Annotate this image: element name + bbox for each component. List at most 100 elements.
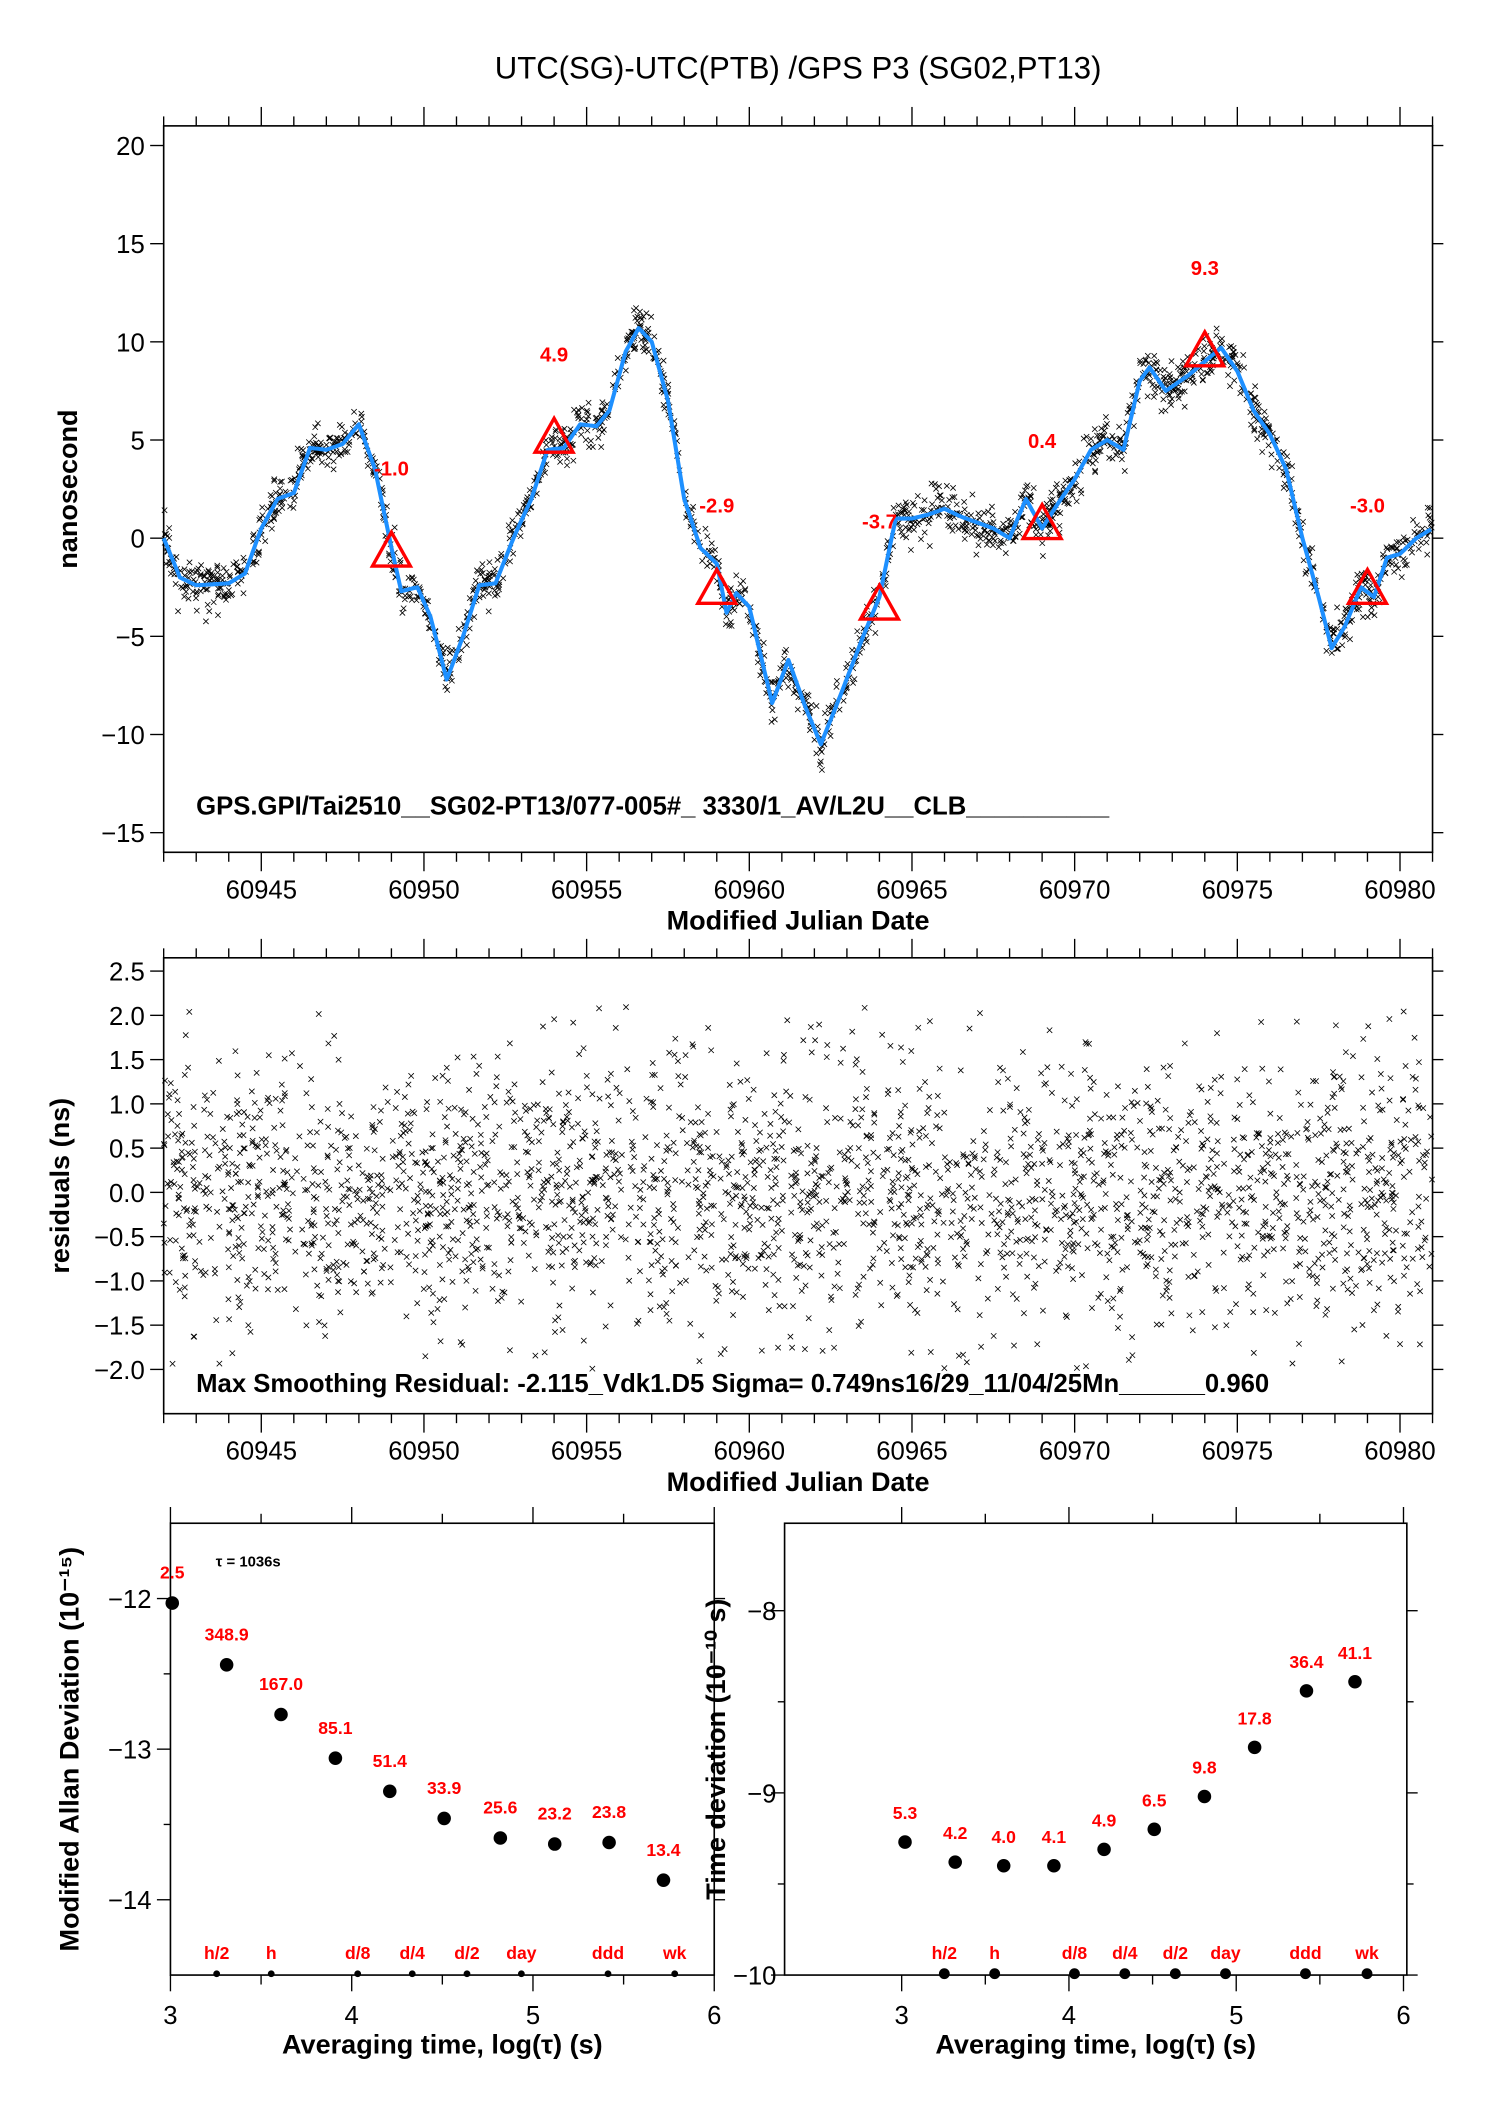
residual-point [1175,1133,1182,1140]
point-label: 36.4 [1289,1652,1323,1672]
residual-point [770,1197,777,1204]
residual-point [293,1168,300,1175]
residual-point [437,1338,444,1345]
residual-point [1002,1159,1009,1166]
residual-point [1214,1213,1221,1220]
measurement-point [742,586,749,593]
residual-point [1101,1140,1108,1146]
residual-point [915,1024,922,1031]
residual-point [1075,1241,1082,1248]
measurement-point [203,586,210,593]
residual-point [449,1236,456,1243]
residual-point [328,1142,335,1149]
residual-point [483,1206,490,1213]
residual-point [1063,1314,1070,1321]
residual-point [477,1131,484,1138]
residual-point [190,1176,197,1183]
residual-point [615,1117,622,1124]
residual-point [917,1192,924,1199]
measurement-point [1160,396,1167,403]
residual-point [379,1191,386,1198]
residual-point [1397,1160,1404,1167]
residual-point [1349,1176,1356,1183]
residual-point [713,1297,720,1304]
residual-point [477,1256,484,1263]
residual-point [708,1231,715,1238]
measurement-point [517,533,524,540]
residual-point [455,1237,462,1244]
residual-point [609,1226,616,1233]
measurement-point [553,453,560,460]
residual-point [534,1101,541,1108]
residual-point [445,1105,452,1112]
measurement-point [227,574,234,581]
residual-point [562,1102,569,1109]
measurement-point [727,619,734,626]
residual-point [226,1316,233,1323]
measurement-point [943,482,950,489]
residual-point [325,1276,332,1283]
residual-point [508,1144,515,1151]
residual-point [558,1262,565,1269]
residual-point [378,1235,385,1242]
residual-point [780,1157,787,1164]
residual-point [432,1205,439,1212]
residual-point [1418,1218,1425,1225]
residual-point [434,1305,441,1312]
point-label: 17.8 [1238,1708,1272,1728]
point-label: 85.1 [318,1718,352,1738]
residual-point [1276,1215,1283,1222]
measurement-point [1334,604,1341,611]
residual-point [1347,1242,1354,1249]
residual-point [583,1072,590,1079]
residual-point [1197,1217,1204,1224]
residual-point [940,1219,947,1226]
residual-point [238,1224,245,1231]
residual-point [1088,1304,1095,1311]
residual-point [965,1160,972,1167]
measurement-point [582,436,589,443]
interval-mark [604,1970,612,1978]
measurement-point [712,546,719,553]
residual-point [801,1346,808,1353]
residual-point [403,1313,410,1320]
measurement-point [1121,468,1128,474]
residual-point [859,1183,866,1190]
residual-point [1386,1169,1393,1176]
residual-point [1081,1066,1088,1073]
measurement-point [947,515,954,522]
residual-point [1110,1295,1117,1302]
residual-point [746,1213,753,1220]
residual-point [779,1197,786,1204]
measurement-point [1151,383,1158,390]
residual-point [1306,1211,1313,1218]
residual-point [1159,1231,1166,1238]
x-tick-label: 4 [1062,2002,1076,2030]
residual-point [1006,1197,1013,1204]
residual-point [918,1221,925,1228]
measurement-point [1218,335,1225,342]
measurement-point [1263,415,1269,422]
residual-point [677,1279,684,1286]
residual-point [988,1210,995,1217]
measurement-point [444,686,451,693]
measurement-point [1261,408,1268,415]
residual-point [589,1289,596,1296]
measurement-point [968,531,975,538]
residual-point [762,1281,769,1288]
residual-point [986,1192,993,1199]
measurement-point [1424,551,1431,558]
residual-point [1167,1197,1174,1204]
residual-point [318,1250,325,1257]
residual-point [412,1159,419,1166]
residual-point [310,1193,317,1200]
residual-point [1261,1252,1268,1259]
residual-point [1248,1148,1255,1155]
residual-point [949,1208,956,1215]
residual-point [701,1253,708,1260]
residual-point [424,1210,431,1217]
residual-point [1337,1127,1344,1134]
residual-point [1151,1209,1158,1216]
x-tick-label: 60960 [714,1438,785,1466]
residual-point [741,1193,748,1200]
